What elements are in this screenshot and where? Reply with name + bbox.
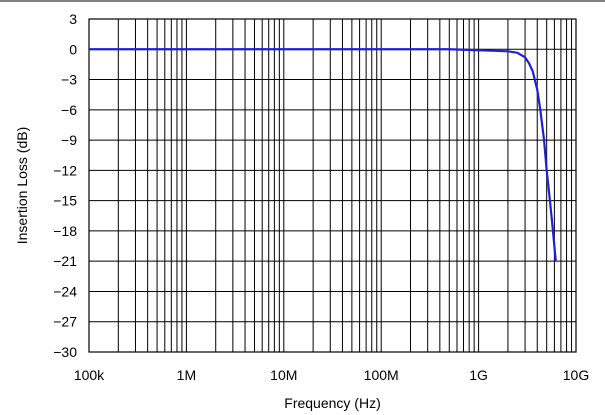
x-tick-label: 1M: [177, 367, 196, 383]
x-tick-labels: 100k 1M 10M 100M 1G 10G: [74, 367, 589, 383]
series-line: [89, 48, 557, 262]
y-tick-label: −21: [53, 253, 77, 269]
y-tick-label: −3: [61, 72, 77, 88]
y-tick-labels: 3 0 −3 −6 −9 −12 −15 −18 −21 −24 −27 −30: [53, 11, 77, 360]
y-tick-label: 3: [69, 11, 77, 27]
y-tick-label: −9: [61, 132, 77, 148]
y-tick-label: 0: [69, 41, 77, 57]
y-tick-label: −24: [53, 283, 77, 299]
x-tick-label: 10M: [270, 367, 297, 383]
y-tick-label: −30: [53, 344, 77, 360]
plot-frame: [88, 18, 577, 353]
y-tick-label: −12: [53, 162, 77, 178]
y-tick-label: −15: [53, 193, 77, 209]
x-axis-title: Frequency (Hz): [284, 395, 380, 411]
y-tick-label: −6: [61, 102, 77, 118]
y-axis-title: Insertion Loss (dB): [14, 127, 30, 245]
x-tick-label: 100k: [74, 367, 105, 383]
x-tick-label: 1G: [469, 367, 488, 383]
y-tick-label: −27: [53, 314, 77, 330]
y-tick-label: −18: [53, 223, 77, 239]
x-tick-label: 100M: [364, 367, 399, 383]
x-tick-label: 10G: [563, 367, 589, 383]
